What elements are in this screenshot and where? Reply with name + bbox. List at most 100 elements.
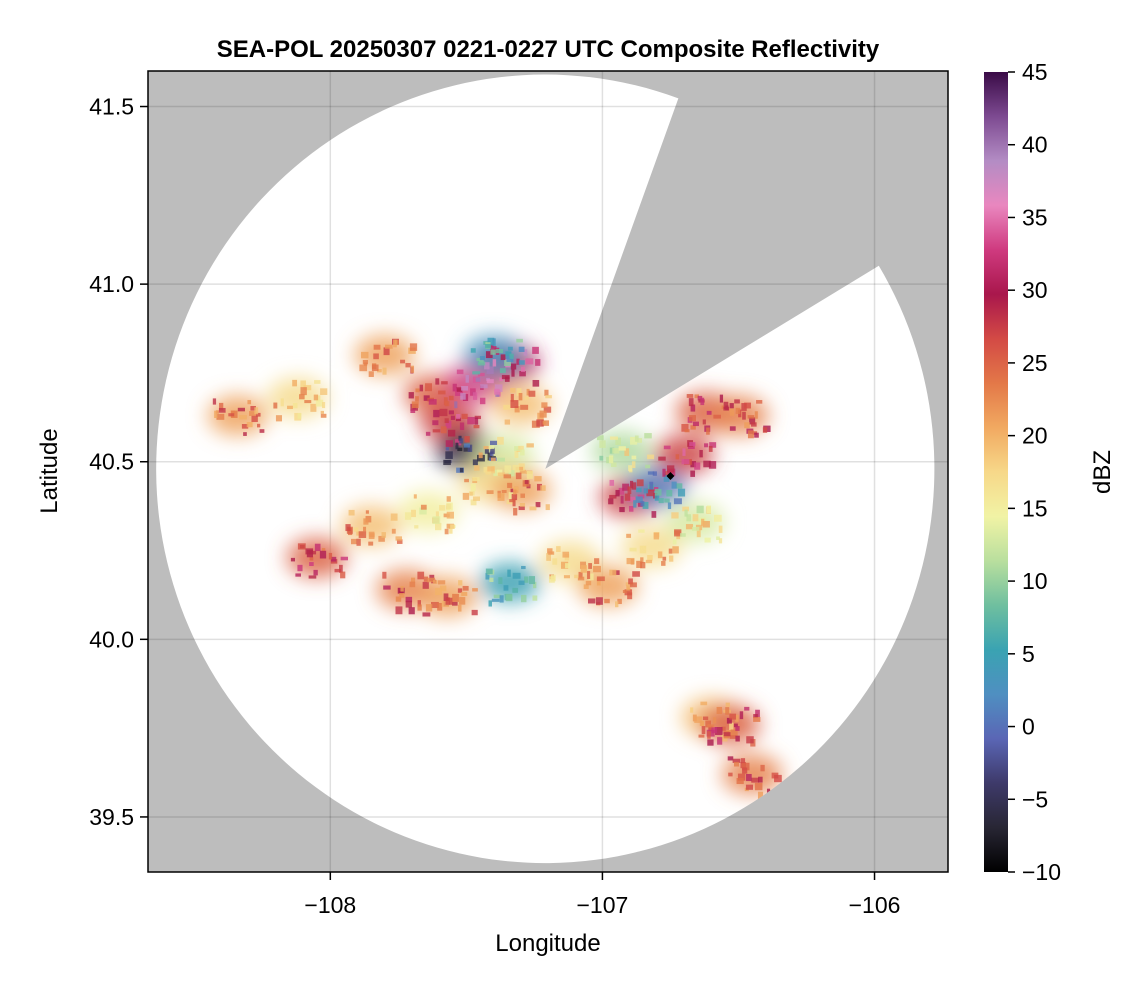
echo-pixel: [643, 488, 648, 494]
echo-pixel: [340, 571, 346, 579]
echo-pixel: [713, 414, 721, 419]
echo-pixel: [639, 545, 647, 554]
echo-pixel: [432, 429, 441, 433]
echo-pixel: [212, 398, 217, 405]
echo-pixel: [486, 379, 494, 384]
echo-pixel: [321, 548, 326, 552]
echo-pixel: [479, 356, 485, 361]
echo-pixel: [513, 486, 519, 491]
echo-pixel: [353, 527, 359, 532]
echo-pixel: [395, 606, 403, 615]
echo-pixel: [708, 461, 717, 469]
echo-pixel: [486, 366, 494, 374]
echo-pixel: [512, 572, 521, 579]
echo-pixel: [340, 556, 348, 561]
echo-pixel: [461, 413, 468, 420]
echo-pixel: [626, 585, 630, 591]
echo-pixel: [413, 494, 417, 499]
echo-pixel: [444, 401, 450, 407]
echo-pixel: [516, 358, 520, 365]
echo-pixel: [399, 592, 405, 598]
echo-pixel: [730, 729, 738, 737]
echo-pixel: [470, 499, 477, 506]
echo-pixel: [368, 541, 374, 546]
echo-pixel: [723, 732, 731, 737]
echo-pixel: [489, 577, 494, 582]
echo-pixel: [492, 338, 496, 347]
echo-pixel: [477, 361, 486, 366]
echo-pixel: [467, 416, 475, 425]
echo-pixel: [488, 600, 492, 607]
echo-pixel: [514, 446, 521, 451]
echo-pixel: [729, 713, 737, 720]
echo-pixel: [652, 471, 657, 476]
echo-pixel: [514, 450, 519, 458]
echo-pixel: [690, 404, 696, 412]
echo-pixel: [439, 408, 448, 417]
x-tick-label: −108: [304, 892, 356, 918]
echo-pixel: [684, 509, 688, 517]
echo-pixel: [723, 401, 729, 410]
echo-pixel: [499, 368, 506, 374]
echo-pixel: [662, 556, 667, 561]
echo-pixel: [348, 509, 355, 516]
echo-pixel: [485, 572, 490, 580]
echo-pixel: [735, 407, 741, 414]
echo-pixel: [675, 483, 683, 489]
echo-pixel: [626, 557, 635, 565]
echo-pixel: [218, 407, 226, 413]
echo-pixel: [460, 393, 466, 400]
echo-pixel: [430, 601, 439, 609]
colorbar-tick-label: 10: [1022, 568, 1048, 594]
echo-pixel: [608, 498, 614, 505]
echo-pixel: [755, 709, 760, 718]
echo-pixel: [679, 533, 686, 537]
echo-pixel: [574, 574, 579, 579]
echo-pixel: [488, 445, 495, 450]
x-axis: −108 −107 −106: [304, 872, 900, 918]
echo-pixel: [512, 489, 517, 495]
echo-pixel: [699, 449, 703, 458]
echo-pixel: [315, 399, 324, 407]
echo-pixel: [631, 482, 637, 490]
echo-pixel: [636, 438, 643, 443]
echo-pixel: [708, 445, 713, 452]
echo-pixel: [377, 369, 382, 373]
echo-pixel: [514, 406, 520, 413]
echo-pixel: [618, 487, 625, 495]
echo-pixel: [707, 731, 711, 739]
echo-pixel: [612, 448, 620, 454]
echo-pixel: [526, 388, 530, 396]
echo-pixel: [705, 720, 712, 728]
echo-pixel: [690, 470, 696, 477]
echo-pixel: [473, 424, 480, 429]
echo-pixel: [423, 576, 429, 582]
echo-pixel: [539, 410, 547, 418]
echo-pixel: [287, 405, 293, 410]
echo-pixel: [507, 482, 513, 488]
echo-pixel: [751, 777, 760, 783]
echo-pixel: [503, 585, 509, 591]
echo-pixel: [630, 436, 638, 445]
echo-pixel: [373, 353, 379, 360]
echo-pixel: [610, 462, 617, 468]
echo-pixel: [241, 424, 249, 429]
echo-pixel: [435, 378, 440, 385]
echo-pixel: [383, 585, 391, 590]
colorbar-tick-label: 15: [1022, 495, 1048, 521]
echo-pixel: [484, 449, 489, 454]
echo-pixel: [626, 533, 632, 538]
echo-pixel: [532, 581, 537, 589]
echo-pixel: [445, 420, 452, 429]
echo-pixel: [729, 403, 734, 409]
plot-area: [148, 71, 948, 872]
echo-pixel: [697, 395, 703, 401]
echo-pixel: [640, 501, 645, 507]
echo-core: [354, 335, 415, 376]
echo-pixel: [450, 415, 455, 420]
echo-pixel: [501, 489, 507, 494]
echo-pixel: [510, 387, 516, 393]
echo-pixel: [425, 383, 433, 392]
echo-pixel: [518, 392, 523, 401]
